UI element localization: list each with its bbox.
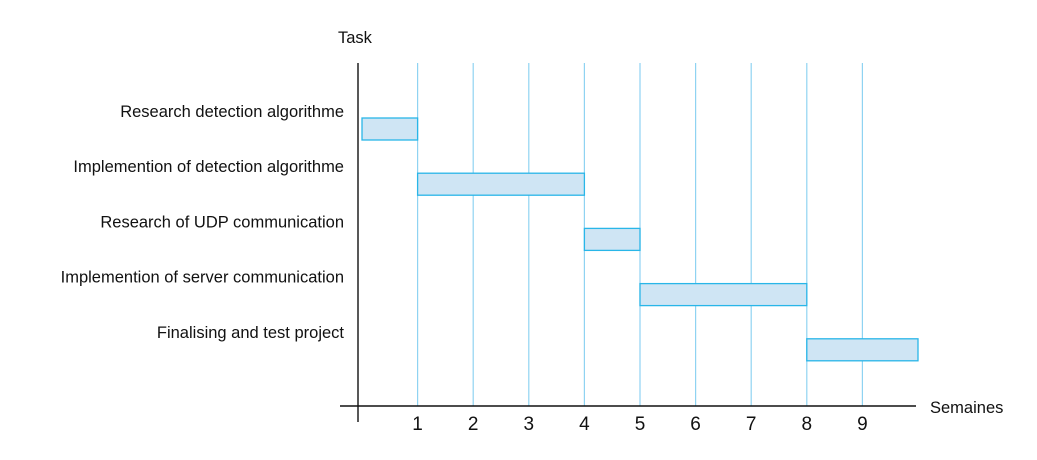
x-tick-label: 8 xyxy=(802,414,813,435)
task-label: Implemention of server communication xyxy=(61,269,344,287)
y-axis-title: Task xyxy=(338,29,373,47)
x-tick-label: 4 xyxy=(579,414,590,435)
task-bar xyxy=(361,117,419,141)
x-tick-label: 3 xyxy=(524,414,535,435)
x-tick-label: 7 xyxy=(746,414,757,435)
task-bar xyxy=(639,282,808,307)
task-bar xyxy=(416,172,586,196)
task-label: Research detection algorithme xyxy=(120,103,344,121)
x-tick-label: 1 xyxy=(412,414,423,435)
task-bar xyxy=(806,338,919,362)
x-tick-label: 6 xyxy=(690,414,701,435)
axes xyxy=(340,63,916,422)
task-bars xyxy=(361,117,919,362)
x-tick-label: 5 xyxy=(635,414,646,435)
task-labels: Research detection algorithme Implementio… xyxy=(61,103,345,342)
x-axis-title: Semaines xyxy=(930,399,1003,417)
task-label: Finalising and test project xyxy=(157,324,345,342)
task-bar xyxy=(583,227,641,252)
task-label: Implemention of detection algorithme xyxy=(73,158,344,176)
x-tick-labels: 1 2 3 4 5 6 7 8 9 xyxy=(412,414,867,435)
x-tick-label: 9 xyxy=(857,414,868,435)
x-tick-label: 2 xyxy=(468,414,479,435)
task-label: Research of UDP communication xyxy=(100,213,344,231)
